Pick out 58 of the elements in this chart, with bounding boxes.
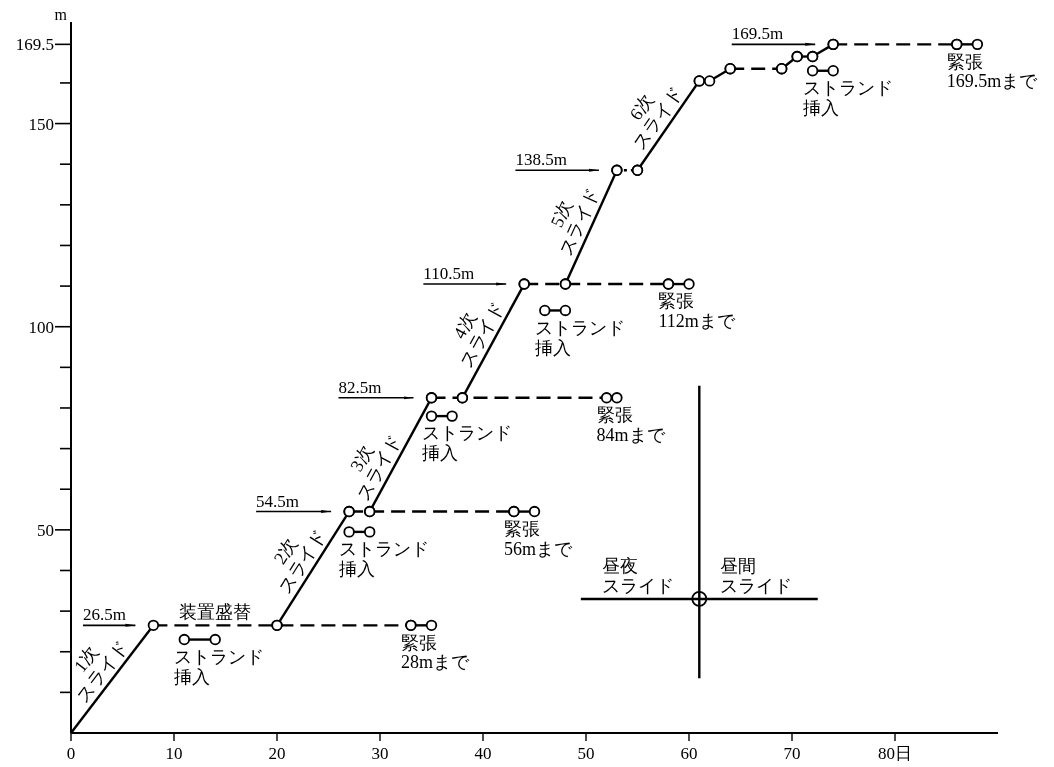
- y-tick-label: 50: [37, 520, 54, 540]
- x-tick-label: 60: [680, 744, 698, 763]
- ref-line: 82.5m: [337, 377, 415, 400]
- annotation: 昼夜スライド: [602, 556, 675, 596]
- annotation: 緊張 84mまで: [596, 405, 665, 445]
- x-tick-label: 0: [66, 744, 76, 763]
- x-tick-label: 50: [577, 744, 595, 763]
- annotation: 緊張 28mまで: [400, 632, 469, 673]
- annotation: ストランド挿入: [174, 646, 265, 687]
- annotation: ストランド挿入: [802, 78, 893, 118]
- x-tick: 70: [783, 732, 801, 763]
- x-tick: 80日: [878, 732, 912, 763]
- annotation: 6次 スライド: [625, 82, 687, 154]
- ref-line: 138.5m: [514, 150, 600, 172]
- annotation: ストランド挿入: [339, 539, 430, 579]
- x-tick: 50: [577, 732, 595, 763]
- y-tick-label: 100: [28, 317, 54, 337]
- annotation: ストランド挿入: [534, 317, 625, 358]
- y-tick: 169.5: [15, 35, 72, 55]
- y-tick-label: 169.5: [15, 35, 54, 55]
- x-tick: 0: [66, 732, 76, 763]
- y-tick-label: 150: [28, 114, 54, 134]
- annotation: 2次 スライド: [269, 525, 330, 598]
- annotation: 4次 スライド: [449, 298, 508, 372]
- annotation: 3次 スライド: [346, 431, 405, 504]
- x-tick-label: 80日: [878, 744, 912, 763]
- x-tick-label: 70: [783, 744, 801, 763]
- ref-line: 169.5m: [730, 24, 816, 46]
- x-tick: 40: [474, 732, 492, 763]
- ref-line-label: 138.5m: [515, 150, 567, 170]
- annotation: 5次 スライド: [546, 184, 604, 259]
- ref-line-label: 26.5m: [83, 605, 126, 625]
- ref-line: 54.5m: [255, 491, 332, 514]
- annotation: 緊張 112mまで: [658, 291, 735, 332]
- annotation: 1次 スライド: [70, 636, 132, 706]
- annotation: 緊張 56mまで: [503, 518, 572, 559]
- x-tick: 30: [371, 732, 389, 763]
- annotation: ストランド挿入: [421, 423, 512, 464]
- annotation: 装置盛替: [179, 602, 252, 623]
- ref-line: 26.5m: [82, 605, 137, 627]
- ref-line-label: 54.5m: [256, 491, 300, 511]
- y-tick: 50: [37, 520, 72, 540]
- x-tick-label: 40: [474, 744, 492, 763]
- ref-line-label: 82.5m: [338, 377, 382, 397]
- ref-line: 110.5m: [422, 264, 507, 286]
- y-tick: 150: [28, 114, 72, 134]
- annotation: 緊張 169.5mまで: [946, 51, 1038, 92]
- y-tick: 100: [28, 317, 72, 337]
- x-tick: 10: [165, 732, 183, 763]
- annotation: 昼間スライド: [719, 556, 792, 596]
- x-tick-label: 30: [371, 744, 389, 763]
- x-tick: 60: [680, 732, 698, 763]
- ref-line-label: 169.5m: [731, 24, 784, 44]
- y-axis-title: m: [54, 6, 68, 23]
- x-tick-label: 20: [268, 744, 286, 763]
- ref-line-label: 110.5m: [423, 264, 475, 284]
- x-tick-label: 10: [165, 744, 183, 763]
- x-tick: 20: [268, 732, 286, 763]
